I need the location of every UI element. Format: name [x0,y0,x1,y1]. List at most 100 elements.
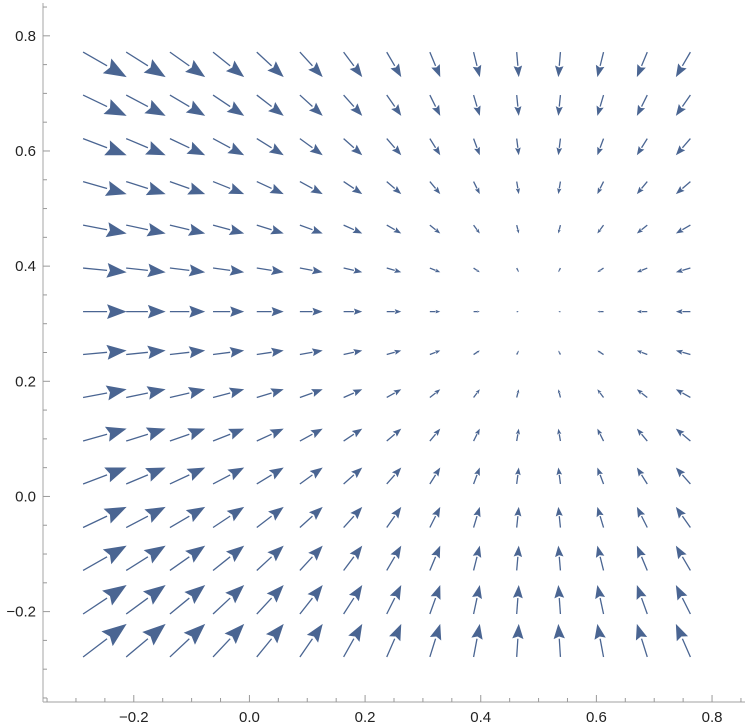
arrow-shaft [169,138,190,149]
arrow-head [187,182,206,195]
vector-arrow [169,386,206,399]
arrow-shaft [126,433,149,442]
arrow-head [143,59,166,78]
arrow-shaft [212,515,231,529]
arrows-layer [82,51,691,658]
arrow-shaft [343,638,355,658]
arrow-head [310,428,323,439]
arrow-shaft [386,94,396,107]
vector-arrow [386,267,402,273]
arrow-shaft [256,94,272,108]
arrow-head [595,545,605,558]
vector-arrow [299,224,323,234]
arrow-head [351,428,363,438]
vector-arrow [212,467,245,485]
arrow-head [143,545,166,564]
vector-arrow [554,585,565,615]
arrow-head [636,506,646,518]
vector-arrow [636,506,648,528]
arrow-head [351,144,363,156]
vector-arrow [386,506,402,528]
arrow-head [186,467,206,481]
arrow-head [225,60,245,78]
arrow-shaft [125,94,149,108]
vector-arrow [597,350,604,356]
arrow-head [311,389,323,397]
vector-arrow [343,428,363,442]
arrow-shaft [299,392,313,399]
arrow-head [270,265,284,275]
arrow-head [104,467,127,483]
arrow-shaft [126,392,149,399]
arrow-shaft [212,351,231,356]
arrow-head [434,389,441,395]
vector-arrow [472,506,481,528]
vector-arrow [82,426,127,442]
vector-arrow [514,506,522,528]
arrow-head [145,427,166,441]
arrow-head [104,140,127,156]
arrow-head [394,349,402,355]
vector-arrow [596,94,605,116]
arrow-head [597,428,603,436]
arrow-shaft [299,597,313,615]
vector-arrow [82,222,127,238]
arrow-shaft [472,597,478,615]
arrow-shaft [299,638,313,658]
vector-arrow [343,506,363,528]
arrow-head [105,222,127,238]
vector-arrow [83,344,127,360]
vector-arrow [212,265,245,276]
vector-arrow [594,623,606,658]
arrow-shaft [169,597,190,615]
arrow-shaft [681,433,691,442]
vector-arrow [553,623,565,657]
vector-arrow [636,51,648,78]
arrow-shaft [599,638,605,658]
arrow-shaft [126,351,148,356]
vector-arrow [429,94,441,116]
arrow-shaft [125,138,149,149]
arrow-head [147,304,166,319]
arrow-head [636,186,644,195]
arrow-head [474,467,480,476]
vector-arrow [343,349,363,356]
arrow-head [188,264,206,277]
vector-arrow [386,545,402,571]
arrow-shaft [212,556,231,571]
arrow-shaft [682,267,691,271]
arrow-head [310,184,323,195]
arrow-head [512,585,523,599]
arrow-head [434,268,441,273]
arrow-head [107,304,127,320]
arrow-shaft [429,556,437,571]
arrow-head [308,61,323,78]
arrow-head [268,101,284,116]
arrow-head [353,349,363,356]
vector-arrow [513,545,523,571]
y-tick-label: −0.2 [6,604,36,621]
arrow-head [636,64,646,78]
arrow-head [434,350,441,355]
arrow-head [557,428,562,435]
arrow-shaft [516,181,519,189]
arrow-shaft [82,515,108,529]
arrow-shaft [429,224,436,231]
arrow-shaft [299,138,313,149]
vector-arrow [597,389,605,398]
vector-arrow [125,138,166,156]
vector-arrow [299,389,323,399]
arrow-shaft [125,556,149,572]
vector-arrow [386,94,402,116]
arrow-head [268,467,284,480]
arrow-shaft [125,180,149,190]
vector-arrow [169,467,206,485]
vector-arrow [299,266,323,275]
arrow-shaft [386,224,396,231]
arrow-shaft [429,51,437,67]
arrow-head [225,545,245,563]
arrow-head [554,585,565,599]
arrow-shaft [516,52,519,66]
vector-arrow [169,585,206,615]
vector-arrow [558,310,561,313]
